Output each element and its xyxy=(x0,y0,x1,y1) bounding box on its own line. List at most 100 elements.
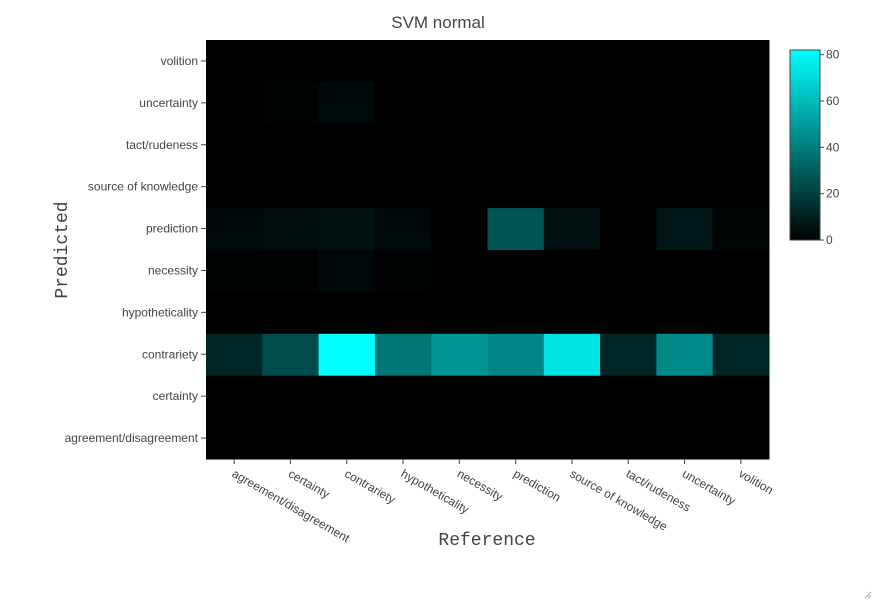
heatmap-cell[interactable] xyxy=(262,40,320,83)
heatmap-cell[interactable] xyxy=(318,333,376,376)
heatmap-cell[interactable] xyxy=(487,333,545,376)
heatmap-cell[interactable] xyxy=(374,249,432,292)
heatmap-cell[interactable] xyxy=(543,333,601,376)
heatmap-cell[interactable] xyxy=(431,333,488,376)
heatmap-cell[interactable] xyxy=(600,165,657,209)
heatmap-cell[interactable] xyxy=(543,417,601,460)
heatmap-cell[interactable] xyxy=(487,40,545,83)
heatmap-cell[interactable] xyxy=(318,207,376,250)
heatmap-cell[interactable] xyxy=(656,123,714,167)
heatmap-cell[interactable] xyxy=(431,249,488,292)
heatmap-cell[interactable] xyxy=(656,165,714,209)
heatmap-cell[interactable] xyxy=(318,375,376,418)
heatmap-cell[interactable] xyxy=(262,249,320,292)
heatmap-cell[interactable] xyxy=(600,81,657,125)
heatmap-cell[interactable] xyxy=(600,417,657,460)
heatmap-cell[interactable] xyxy=(543,291,601,334)
heatmap-cell[interactable] xyxy=(543,40,601,83)
heatmap-cell[interactable] xyxy=(600,375,657,418)
heatmap-cell[interactable] xyxy=(656,375,714,418)
heatmap-cell[interactable] xyxy=(712,291,770,334)
heatmap-cell[interactable] xyxy=(487,291,545,334)
heatmap-cell[interactable] xyxy=(206,40,263,83)
heatmap-cell[interactable] xyxy=(712,81,770,125)
heatmap-cell[interactable] xyxy=(543,249,601,292)
heatmap-cell[interactable] xyxy=(318,123,376,167)
heatmap-cell[interactable] xyxy=(600,249,657,292)
heatmap-cell[interactable] xyxy=(712,333,770,376)
heatmap-cell[interactable] xyxy=(374,123,432,167)
heatmap-cell[interactable] xyxy=(262,333,320,376)
heatmap-cell[interactable] xyxy=(318,291,376,334)
heatmap-cell[interactable] xyxy=(656,249,714,292)
heatmap-cell[interactable] xyxy=(712,165,770,209)
heatmap-cell[interactable] xyxy=(206,417,263,460)
heatmap-cell[interactable] xyxy=(656,291,714,334)
heatmap-cell[interactable] xyxy=(431,207,488,250)
heatmap-cell[interactable] xyxy=(712,207,770,250)
heatmap-cell[interactable] xyxy=(543,165,601,209)
heatmap-cell[interactable] xyxy=(206,291,263,334)
heatmap-cell[interactable] xyxy=(262,291,320,334)
heatmap-cell[interactable] xyxy=(712,375,770,418)
heatmap-cell[interactable] xyxy=(656,40,714,83)
heatmap-cell[interactable] xyxy=(262,165,320,209)
heatmap-cell[interactable] xyxy=(374,40,432,83)
heatmap-cell[interactable] xyxy=(262,375,320,418)
heatmap-cell[interactable] xyxy=(318,81,376,125)
heatmap-cell[interactable] xyxy=(487,81,545,125)
heatmap-cell[interactable] xyxy=(487,249,545,292)
heatmap-cell[interactable] xyxy=(431,81,488,125)
heatmap-cell[interactable] xyxy=(600,40,657,83)
heatmap-cell[interactable] xyxy=(318,417,376,460)
heatmap-cell[interactable] xyxy=(374,291,432,334)
heatmap-cell[interactable] xyxy=(431,375,488,418)
heatmap-cell[interactable] xyxy=(712,249,770,292)
heatmap-cell[interactable] xyxy=(206,123,263,167)
heatmap-cell[interactable] xyxy=(600,207,657,250)
heatmap-cell[interactable] xyxy=(206,249,263,292)
heatmap-cell[interactable] xyxy=(374,207,432,250)
heatmap-cell[interactable] xyxy=(374,417,432,460)
heatmap-cell[interactable] xyxy=(206,81,263,125)
heatmap-cell[interactable] xyxy=(712,123,770,167)
heatmap-cell[interactable] xyxy=(431,417,488,460)
heatmap-cell[interactable] xyxy=(431,123,488,167)
heatmap-cell[interactable] xyxy=(206,165,263,209)
heatmap-cell[interactable] xyxy=(487,417,545,460)
heatmap-cell[interactable] xyxy=(487,375,545,418)
heatmap-cell[interactable] xyxy=(431,165,488,209)
heatmap-cell[interactable] xyxy=(318,249,376,292)
heatmap-cell[interactable] xyxy=(487,123,545,167)
heatmap-cell[interactable] xyxy=(712,40,770,83)
heatmap-cell[interactable] xyxy=(206,375,263,418)
heatmap-cell[interactable] xyxy=(543,123,601,167)
heatmap-cell[interactable] xyxy=(543,207,601,250)
heatmap-cell[interactable] xyxy=(262,417,320,460)
heatmap-cell[interactable] xyxy=(487,165,545,209)
heatmap-cell[interactable] xyxy=(374,165,432,209)
heatmap-cell[interactable] xyxy=(600,333,657,376)
heatmap-cell[interactable] xyxy=(206,207,263,250)
heatmap-cell[interactable] xyxy=(431,40,488,83)
heatmap-cell[interactable] xyxy=(656,417,714,460)
heatmap-cell[interactable] xyxy=(431,291,488,334)
heatmap-cell[interactable] xyxy=(374,81,432,125)
heatmap-cell[interactable] xyxy=(262,123,320,167)
heatmap-cell[interactable] xyxy=(374,375,432,418)
heatmap-cell[interactable] xyxy=(318,165,376,209)
heatmap-cell[interactable] xyxy=(712,417,770,460)
heatmap-cell[interactable] xyxy=(262,207,320,250)
heatmap-cell[interactable] xyxy=(656,333,714,376)
heatmap-cell[interactable] xyxy=(262,81,320,125)
heatmap-cell[interactable] xyxy=(374,333,432,376)
heatmap-cell[interactable] xyxy=(206,333,263,376)
heatmap-cell[interactable] xyxy=(600,291,657,334)
heatmap-cell[interactable] xyxy=(600,123,657,167)
heatmap-cell[interactable] xyxy=(487,207,545,250)
resize-handle-icon[interactable] xyxy=(864,591,872,599)
heatmap-cell[interactable] xyxy=(543,375,601,418)
heatmap-cell[interactable] xyxy=(318,40,376,83)
heatmap-cell[interactable] xyxy=(656,207,714,250)
heatmap-cell[interactable] xyxy=(543,81,601,125)
